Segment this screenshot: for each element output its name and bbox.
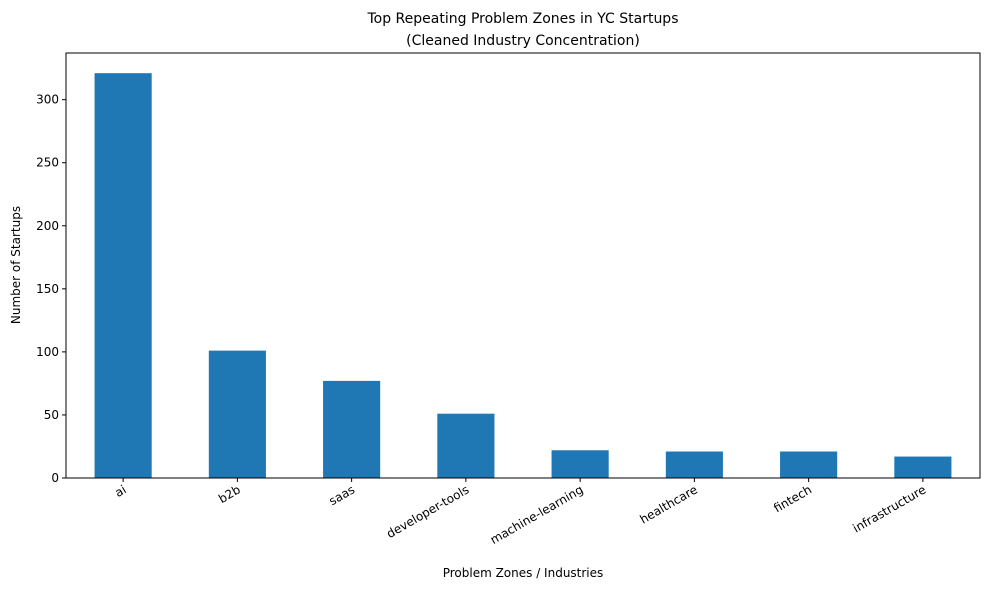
y-tick-label: 250 — [36, 156, 59, 170]
x-tick-label: saas — [327, 482, 358, 508]
x-tick-label: fintech — [771, 482, 814, 515]
bar-saas — [323, 380, 381, 478]
bar-fintech — [780, 451, 838, 478]
y-tick-label: 0 — [51, 471, 59, 485]
plot-frame — [65, 52, 981, 479]
chart-subtitle: (Cleaned Industry Concentration) — [406, 33, 640, 49]
bar-developer-tools — [437, 413, 495, 478]
x-tick-label: b2b — [216, 482, 243, 506]
bar-infrastructure — [894, 456, 952, 478]
x-tick-label: ai — [112, 482, 128, 499]
bar-machine-learning — [551, 450, 609, 478]
x-tick-label: infrastructure — [850, 482, 928, 535]
y-tick-label: 100 — [36, 345, 59, 359]
x-tick-label: healthcare — [637, 482, 699, 526]
bar-ai — [94, 73, 152, 478]
x-tick-label: developer-tools — [384, 482, 471, 540]
y-tick-label: 200 — [36, 219, 59, 233]
bar-b2b — [208, 350, 266, 478]
y-tick-label: 50 — [44, 408, 59, 422]
y-tick-label: 300 — [36, 93, 59, 107]
y-axis-label: Number of Startups — [9, 206, 23, 324]
chart-title: Top Repeating Problem Zones in YC Startu… — [366, 11, 678, 27]
y-tick-label: 150 — [36, 282, 59, 296]
x-tick-label: machine-learning — [488, 482, 586, 547]
bar-healthcare — [665, 451, 723, 478]
x-axis-label: Problem Zones / Industries — [443, 566, 604, 580]
